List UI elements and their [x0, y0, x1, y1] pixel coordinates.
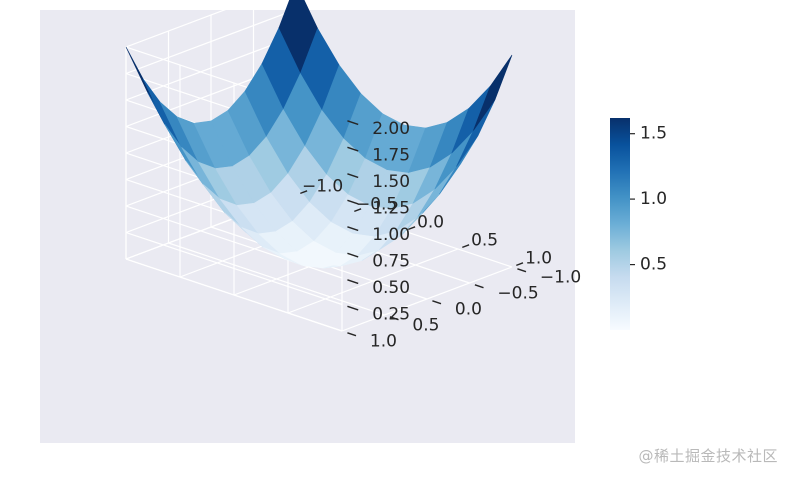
z-tick-mark	[347, 226, 359, 232]
colorbar-tick-label: 1.5	[640, 124, 667, 144]
watermark: @稀土掘金技术社区	[638, 447, 778, 465]
y-tick-mark	[474, 284, 484, 289]
z-tick-label: 1.75	[372, 146, 410, 166]
x-tick-mark	[408, 226, 416, 231]
z-tick-mark	[347, 199, 359, 205]
z-tick-mark	[347, 120, 359, 126]
axis-ticks: −1.0−0.50.00.51.0−1.0−0.50.00.51.00.250.…	[300, 119, 581, 352]
surface-patch	[473, 54, 513, 131]
z-tick-mark	[347, 279, 359, 285]
z-tick-label: 0.75	[372, 252, 410, 272]
x-tick-mark	[300, 190, 308, 195]
z-tick-label: 2.00	[372, 119, 410, 139]
grid-line	[168, 242, 385, 316]
z-tick-label: 1.25	[372, 199, 410, 219]
z-tick-label: 1.50	[372, 172, 410, 192]
y-tick-mark	[347, 332, 357, 337]
colorbar-tick-label: 1.0	[640, 189, 667, 209]
x-tick-label: −1.0	[302, 177, 343, 197]
y-tick-mark	[517, 268, 527, 273]
x-tick-label: 1.0	[525, 249, 552, 269]
y-tick-label: 1.0	[370, 332, 397, 352]
z-tick-mark	[347, 305, 359, 311]
y-tick-mark	[432, 300, 442, 305]
z-tick-mark	[347, 252, 359, 258]
z-tick-label: 1.00	[372, 225, 410, 245]
x-tick-mark	[354, 208, 362, 213]
y-tick-label: 0.0	[455, 300, 482, 320]
z-tick-mark	[347, 173, 359, 179]
z-tick-label: 0.50	[372, 278, 410, 298]
z-tick-label: 0.25	[372, 305, 410, 325]
y-tick-mark	[389, 316, 399, 321]
x-tick-label: 0.5	[471, 231, 498, 251]
y-tick-label: −1.0	[540, 268, 581, 288]
colorbar-tick-label: 0.5	[640, 255, 667, 275]
x-tick-label: −0.5	[356, 195, 397, 215]
surface	[125, 0, 513, 269]
y-tick-label: 0.5	[412, 316, 439, 336]
x-tick-label: 0.0	[417, 213, 444, 233]
z-tick-mark	[347, 146, 359, 152]
axis-grid	[125, 0, 513, 332]
x-tick-mark	[516, 262, 524, 267]
y-tick-label: −0.5	[497, 284, 538, 304]
colorbar: 0.5 1.0 1.5	[610, 118, 667, 330]
grid-line	[125, 258, 343, 332]
colorbar-gradient	[610, 118, 630, 330]
x-tick-mark	[462, 244, 470, 249]
